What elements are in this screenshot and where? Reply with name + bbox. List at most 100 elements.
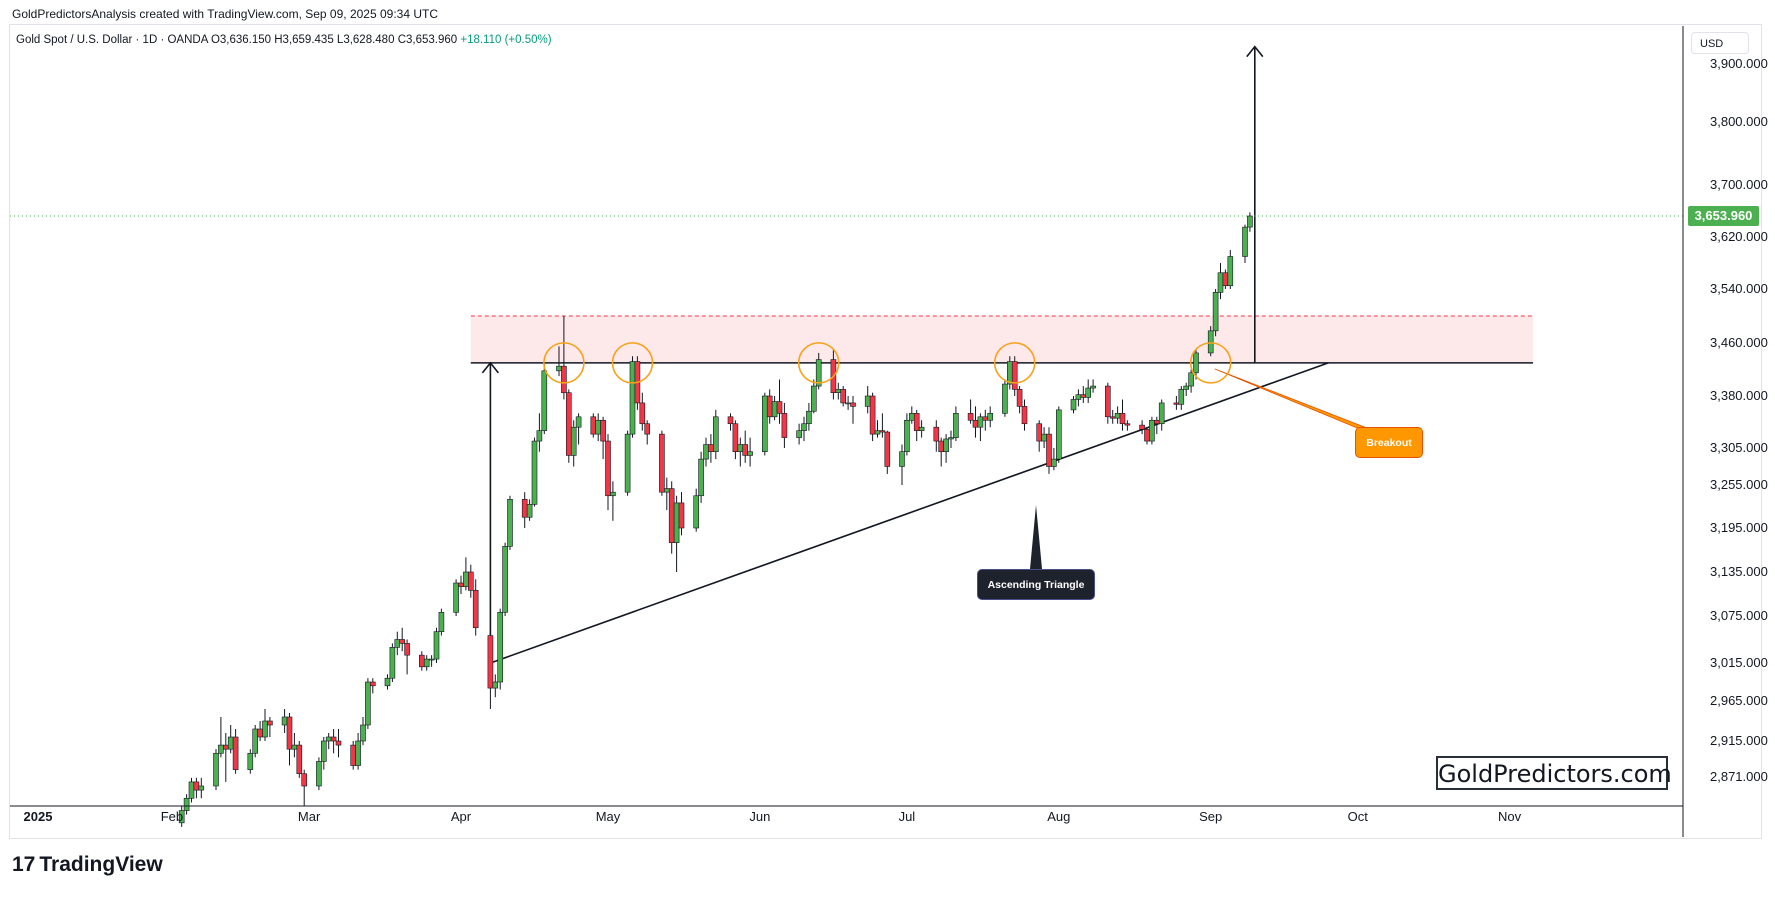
ohlc-change: +18.110 (+0.50%) xyxy=(460,34,552,46)
symbol-name[interactable]: Gold Spot / U.S. Dollar · 1D · OANDA xyxy=(16,34,208,46)
time-tick-label: Nov xyxy=(1498,809,1522,824)
candle-body xyxy=(904,419,910,452)
candle-body xyxy=(845,402,851,405)
price-tick-label: 3,540.000 xyxy=(1710,281,1768,296)
candle-body xyxy=(1114,413,1121,419)
candle-body xyxy=(742,444,749,456)
candle-body xyxy=(673,502,680,543)
watermark-logo: GoldPredictors.com xyxy=(1436,756,1672,790)
candle-body xyxy=(806,410,812,425)
ohlc-close: C3,653.960 xyxy=(397,34,458,46)
candle-body xyxy=(1036,423,1042,442)
candle-body xyxy=(541,370,548,431)
candle-body xyxy=(193,781,200,791)
candle-body xyxy=(316,761,322,787)
candle-body xyxy=(389,647,396,679)
resistance-touch-circle xyxy=(993,342,1036,384)
candle-body xyxy=(1242,226,1248,257)
time-tick-label: Aug xyxy=(1047,809,1070,824)
candle-body xyxy=(1090,385,1096,389)
candle-body xyxy=(556,365,562,372)
candle-body xyxy=(565,392,572,456)
candle-body xyxy=(247,752,254,770)
price-tick-label: 3,380.000 xyxy=(1710,388,1768,403)
candle-body xyxy=(223,744,229,750)
candle-body xyxy=(1178,389,1185,405)
candle-body xyxy=(531,440,538,505)
candle-body xyxy=(595,419,602,435)
candle-body xyxy=(869,395,876,435)
time-tick-label: Jul xyxy=(899,809,916,824)
candle-body xyxy=(1109,416,1116,419)
candle-body xyxy=(663,488,670,493)
breakout-label[interactable]: Breakout xyxy=(1355,427,1423,458)
candle-body xyxy=(1217,272,1224,293)
candle-body xyxy=(644,423,651,435)
candle-body xyxy=(953,413,959,438)
candle-body xyxy=(668,488,675,543)
candle-body xyxy=(600,419,606,442)
candle-body xyxy=(178,810,185,824)
candle-body xyxy=(536,430,543,442)
candle-body xyxy=(987,413,994,421)
candle-body xyxy=(624,433,631,493)
time-tick-label: 2025 xyxy=(24,809,53,824)
candle-body xyxy=(1207,330,1214,354)
candle-body xyxy=(879,430,886,433)
currency-button[interactable]: USD xyxy=(1691,32,1749,54)
candle-body xyxy=(771,401,778,418)
candle-body xyxy=(570,426,577,456)
candle-body xyxy=(908,413,915,421)
candle-body xyxy=(1119,413,1126,425)
candle-body xyxy=(796,430,802,438)
ohlc-open: O3,636.150 xyxy=(210,34,272,46)
resistance-touch-circle xyxy=(1189,342,1232,384)
candle-body xyxy=(1016,389,1023,407)
candle-body xyxy=(1139,424,1145,430)
candle-body xyxy=(394,639,401,648)
candle-body xyxy=(972,419,979,428)
candle-body xyxy=(1193,352,1199,374)
candle-body xyxy=(1158,402,1165,425)
price-tick-label: 2,915.000 xyxy=(1710,733,1768,748)
candle-body xyxy=(296,744,303,775)
ascending-triangle-label[interactable]: Ascending Triangle xyxy=(977,569,1095,600)
candle-body xyxy=(1149,419,1155,442)
candle-body xyxy=(810,385,817,412)
breakout-label-pointer xyxy=(1214,368,1373,431)
candle-body xyxy=(487,635,494,689)
candle-body xyxy=(561,365,567,393)
price-tick-label: 3,900.000 xyxy=(1710,56,1768,71)
tradingview-wordmark: TradingView xyxy=(39,853,163,876)
candle-body xyxy=(708,444,714,452)
triangle-label-pointer xyxy=(1030,505,1042,569)
candle-body xyxy=(727,416,734,425)
time-tick-label: Apr xyxy=(451,809,472,824)
candle-body xyxy=(678,502,685,529)
candle-body xyxy=(761,395,768,453)
candle-body xyxy=(458,582,464,587)
candle-body xyxy=(938,440,945,453)
candle-body xyxy=(262,720,268,738)
candle-body xyxy=(301,773,308,787)
candle-body xyxy=(703,444,709,460)
price-tick-label: 2,871.000 xyxy=(1710,769,1768,784)
candle-body xyxy=(967,413,974,421)
candle-body xyxy=(781,413,788,438)
candle-body xyxy=(1056,409,1062,460)
chart-frame[interactable] xyxy=(9,24,1762,839)
candle-body xyxy=(737,444,744,452)
tradingview-brand[interactable]: 17 TradingView xyxy=(12,853,163,877)
candle-body xyxy=(267,720,273,726)
candle-body xyxy=(1183,385,1189,390)
candle-body xyxy=(463,571,469,587)
candle-body xyxy=(404,643,410,656)
candle-body xyxy=(948,437,954,440)
ohlc-high: H3,659.435 xyxy=(274,34,334,46)
candle-body xyxy=(1041,433,1047,442)
price-tick-label: 3,305.000 xyxy=(1710,440,1768,455)
candle-body xyxy=(850,402,856,407)
candle-body xyxy=(428,658,435,661)
candle-body xyxy=(1173,402,1180,405)
